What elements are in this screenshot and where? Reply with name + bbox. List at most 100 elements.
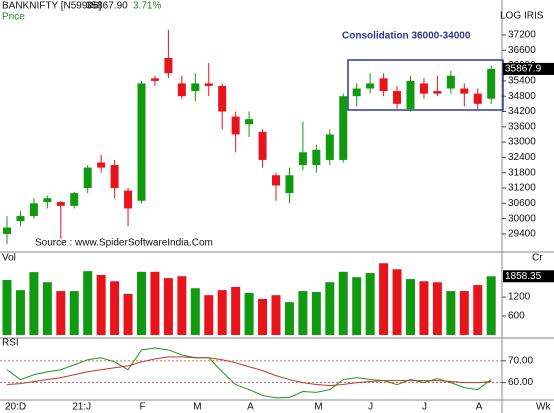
candle-body [473, 93, 482, 104]
candle-body [204, 83, 213, 86]
volume-bar [96, 274, 106, 335]
panel-title: RSI [2, 338, 19, 349]
volume-bar [406, 279, 415, 335]
volume-bar [150, 271, 160, 335]
volume-bar [419, 281, 429, 335]
x-tick-label: 20:D [5, 402, 26, 413]
candle-body [487, 68, 496, 99]
candle-body [70, 193, 79, 206]
candle-body [137, 83, 146, 201]
candle-body [366, 83, 375, 89]
y-tick-label: 33600 [508, 121, 536, 132]
volume-bar [284, 302, 294, 335]
candle-body [325, 134, 334, 160]
volume-bar [29, 272, 39, 335]
volume-bar [123, 293, 133, 335]
volume-bar [217, 290, 227, 335]
x-unit: Wk [536, 402, 551, 413]
panel-title: Vol [2, 253, 16, 264]
iris-button[interactable]: IRIS [524, 11, 544, 22]
volume-bar [231, 286, 241, 335]
volume-bar [177, 276, 187, 335]
x-tick-label: 21:J [72, 402, 91, 413]
candle-body [245, 119, 254, 125]
candle-body [124, 190, 133, 209]
candle-body [16, 216, 25, 222]
candle-body [97, 162, 106, 168]
candle-body [43, 198, 52, 203]
last-price: 35867.90 [86, 1, 128, 12]
candle-body [406, 80, 415, 109]
candle-body [393, 91, 402, 104]
volume-bar [298, 291, 308, 335]
volume-bar [486, 276, 496, 335]
volume-bar [83, 271, 93, 335]
candle-body [312, 149, 321, 166]
last-value-label: 1858.35 [505, 271, 542, 282]
volume-bar [459, 291, 469, 335]
candle-body [56, 202, 65, 206]
change: 3.71% [133, 1, 161, 12]
last-value-box [503, 270, 554, 283]
rsi-line [6, 356, 492, 387]
volume-bar [56, 291, 66, 335]
y-tick-label: 31800 [508, 167, 536, 178]
volume-bar [42, 282, 52, 335]
volume-bar [190, 288, 200, 335]
volume-bar [365, 273, 375, 335]
y-tick-label: 600 [508, 311, 525, 322]
candle-body [29, 203, 38, 217]
symbol: BANKNIFTY [N59906] [2, 1, 102, 12]
volume-bar [163, 278, 173, 335]
log-button[interactable]: LOG [500, 11, 521, 22]
volume-bar [338, 271, 348, 335]
y-tick-label: 36600 [508, 45, 536, 56]
x-tick-label: J [368, 402, 373, 413]
y-tick-label: 60.00 [508, 377, 533, 388]
candle-body [298, 152, 307, 166]
x-tick-label: M [314, 402, 322, 413]
candle-body [460, 88, 469, 94]
y-tick-label: 37200 [508, 30, 536, 41]
candle-body [164, 57, 173, 74]
y-tick-label: 33000 [508, 137, 536, 148]
last-value-box [503, 62, 554, 75]
x-tick-label: A [247, 402, 254, 413]
x-tick-label: J [422, 402, 427, 413]
volume-bar [2, 280, 12, 335]
candle-body [419, 83, 428, 94]
candle-body [272, 175, 280, 186]
candle-body [352, 88, 361, 97]
candle-body [83, 167, 92, 189]
y-tick-label: 30000 [508, 213, 536, 224]
volume-bar [392, 269, 402, 335]
candle-body [433, 91, 442, 94]
candle-body [177, 83, 186, 97]
annotation: Consolidation 36000-34000 [342, 31, 471, 42]
y-tick-label: 34200 [508, 106, 536, 117]
volume-bar [325, 282, 335, 335]
last-value-label: 35867.9 [505, 64, 542, 75]
volume-bar [204, 295, 214, 335]
source: Source : www.SpiderSoftwareIndia.Com [35, 238, 213, 249]
unit-label: Cr [532, 253, 543, 264]
y-tick-label: 30600 [508, 198, 536, 209]
candle-body [191, 83, 200, 92]
candle-body [285, 175, 294, 194]
y-tick-label: 70.00 [508, 355, 533, 366]
y-tick-label: 1200 [508, 292, 531, 303]
candle-body [446, 75, 455, 89]
volume-bar [473, 285, 483, 335]
x-tick-label: F [140, 402, 146, 413]
volume-bar [352, 277, 362, 335]
volume-bar [137, 271, 146, 335]
y-tick-label: 32400 [508, 152, 536, 163]
consolidation-box [347, 59, 504, 111]
volume-bar [15, 290, 25, 335]
candle-body [379, 78, 388, 92]
volume-bar [446, 291, 456, 335]
volume-bar [271, 295, 281, 335]
volume-bar [110, 281, 120, 335]
